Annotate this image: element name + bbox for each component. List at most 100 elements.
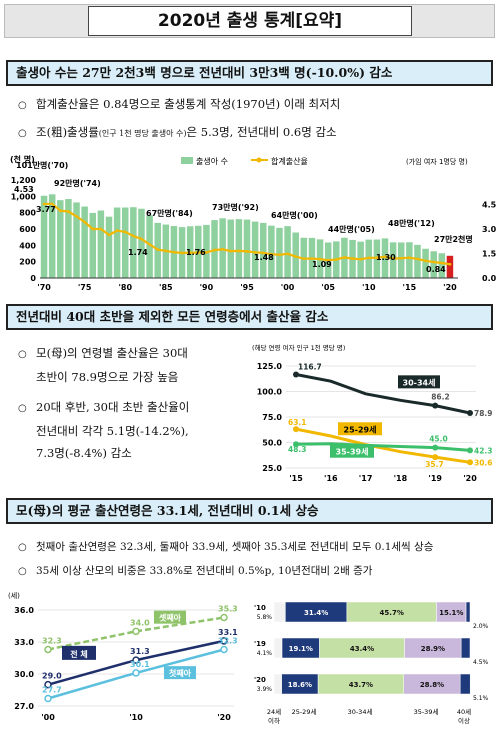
share-label: 28.8% <box>420 681 444 689</box>
birth-label: 48만명('12) <box>388 218 435 228</box>
section1-bullet2-b: 은 5.3명, 전년대비 0.6명 감소 <box>186 125 337 139</box>
series-point <box>467 459 473 466</box>
tfr-point <box>180 251 184 255</box>
unit: (해당 연령 여자 인구 1천 명당 명) <box>252 343 345 352</box>
birth-bar <box>89 212 97 278</box>
share-label: 43.7% <box>349 681 373 689</box>
share-label: 4.1% <box>257 650 273 657</box>
birth-bar <box>105 216 113 278</box>
x-tick: '15 <box>289 474 303 483</box>
birth-bar <box>422 248 429 278</box>
birth-bar <box>97 210 105 278</box>
y-tick: 27.0 <box>14 702 34 711</box>
tfr-point <box>302 257 306 261</box>
tfr-point <box>131 234 135 238</box>
yleft-tick: 600 <box>19 225 36 234</box>
birth-bar <box>276 227 283 278</box>
section1-bullet2-a: 조(粗)출생률 <box>36 125 99 139</box>
share-label: 18.6% <box>288 681 312 689</box>
yleft-tick: 1,000 <box>11 192 37 201</box>
section1-bullet1-text: 합계출산율은 0.84명으로 출생통계 작성(1970년) 이래 최저치 <box>36 97 341 111</box>
share-label: 19.1% <box>289 645 313 653</box>
x-tick: '10 <box>362 283 376 292</box>
series-point <box>44 694 52 703</box>
x-tick: '20 <box>443 283 457 292</box>
circle-bullet-icon: ○ <box>18 566 27 577</box>
x-tick: '19 <box>428 474 442 483</box>
series-point <box>44 645 52 654</box>
birth-bar <box>259 222 267 278</box>
tfr-label: 4.53 <box>14 185 34 194</box>
data-label: 30.1 <box>130 660 150 669</box>
series-point <box>432 402 439 409</box>
section2-bullet2-l1: 20대 후반, 30대 초반 출산율이 <box>36 400 190 414</box>
x-tick: '70 <box>37 283 51 292</box>
birth-bar <box>381 238 389 278</box>
birth-bar <box>438 253 446 278</box>
tfr-point <box>245 249 249 253</box>
series-line <box>295 373 471 415</box>
birth-bar <box>389 242 397 278</box>
birth-bar <box>146 215 153 278</box>
tfr-label: 0.84 <box>426 265 446 274</box>
x-tick: '10 <box>129 713 143 722</box>
yleft-unit: (천 명) <box>10 154 35 164</box>
series-point <box>220 645 228 654</box>
section2-bullet2-l2: 전년대비 각각 5.1명(-14.2%), <box>36 424 189 438</box>
x-label: 35-39세 <box>414 707 439 716</box>
circle-bullet-icon: ○ <box>18 100 27 111</box>
section2-bullet2-l3: 7.3명(-8.4%) 감소 <box>36 446 132 460</box>
series-point <box>432 454 439 461</box>
section2-bullet1-l2: 초반이 78.9명으로 가장 높음 <box>36 370 179 384</box>
share-label: 28.9% <box>421 645 445 653</box>
tfr-point <box>50 202 54 206</box>
birth-bar <box>73 202 80 278</box>
series-total-label: 전 체 <box>70 649 88 659</box>
birth-label: 92만명('74) <box>54 178 101 188</box>
y-tick: 30.0 <box>14 670 34 679</box>
data-label: 48.3 <box>288 445 307 454</box>
y-tick: 36.0 <box>14 606 34 615</box>
x-label: 이하 <box>268 716 280 725</box>
tfr-point <box>205 250 208 254</box>
tfr-point <box>172 250 176 254</box>
section2-bullet2: ○ 20대 후반, 30대 초반 출산율이 전년대비 각각 5.1명(-14.2%… <box>18 396 189 464</box>
birth-bar <box>268 225 275 278</box>
series-point <box>132 627 140 636</box>
x-tick: '18 <box>394 474 408 483</box>
tfr-point <box>269 252 273 256</box>
series-line <box>295 427 471 464</box>
tfr-point <box>58 209 62 213</box>
tfr-label: 1.09 <box>312 260 332 269</box>
section1-head: 출생아 수는 27만 2천3백 명으로 전년대비 3만3백 명(-10.0%) … <box>6 60 493 86</box>
data-label: 27.7 <box>42 686 62 695</box>
birth-bar <box>121 207 129 278</box>
share-segment <box>460 637 471 659</box>
tfr-point <box>343 256 346 259</box>
tfr-point <box>391 257 395 260</box>
tfr-point <box>75 215 78 218</box>
tfr-label: 1.74 <box>128 248 148 257</box>
share-label: 31.4% <box>304 609 328 617</box>
birth-label: 73만명('92) <box>212 202 259 212</box>
series-third-tag <box>154 610 186 624</box>
data-label: 35.3 <box>218 604 238 613</box>
series-point <box>467 410 473 417</box>
yright-unit: (가임 여자 1명당 명) <box>406 157 468 166</box>
section3-bullet2-text: 35세 이상 산모의 비중은 33.8%로 전년대비 0.5%p, 10년전대비… <box>36 565 373 577</box>
x-tick: '75 <box>78 283 92 292</box>
tfr-point <box>351 257 354 260</box>
series-total-tag <box>62 645 96 660</box>
unit: (세) <box>8 591 20 600</box>
share-label: 2.0% <box>473 623 489 630</box>
birth-bar <box>406 242 413 278</box>
age-fertility-chart: (해당 연령 여자 인구 1천 명당 명) 125.0 100.0 75.0 50.0 2… <box>252 343 493 483</box>
data-label: 34.0 <box>130 618 150 627</box>
tfr-point <box>83 220 87 224</box>
birth-label: 27만2천명 <box>434 234 473 244</box>
series-point <box>220 637 228 645</box>
tfr-point <box>318 257 322 261</box>
section2-bullet1: ○ 모(母)의 연령별 출산율은 30대 초반이 78.9명으로 가장 높음 <box>18 342 188 388</box>
series-2529-label: 25-29세 <box>344 424 377 434</box>
x-tick: '15 <box>403 283 417 292</box>
